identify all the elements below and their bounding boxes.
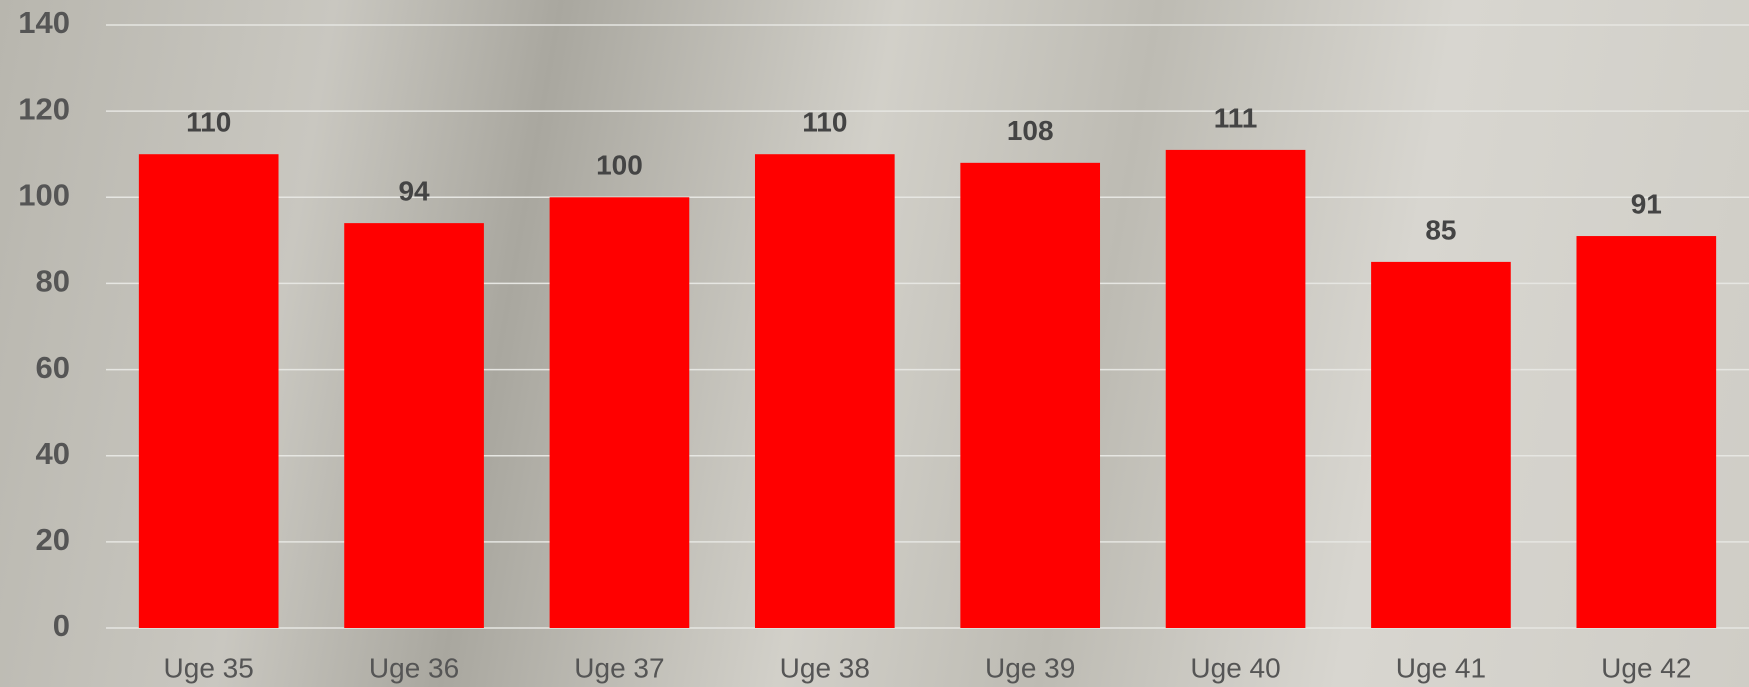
data-label: 111 (1214, 102, 1258, 133)
bar (1371, 262, 1511, 628)
data-label: 94 (398, 176, 430, 207)
y-tick-label: 60 (36, 350, 70, 385)
x-tick-label: Uge 37 (574, 652, 664, 683)
bar (550, 197, 690, 628)
data-label: 91 (1631, 188, 1662, 219)
y-tick-label: 20 (36, 522, 70, 557)
data-label: 85 (1425, 214, 1456, 245)
data-label: 100 (596, 150, 643, 181)
x-tick-label: Uge 39 (985, 652, 1075, 683)
y-tick-label: 0 (53, 608, 70, 643)
y-tick-label: 80 (36, 264, 70, 299)
chart: 0 20 40 60 80 100 120 140 110 Uge 35 94 Uge 36 100 Ug… (0, 0, 1749, 687)
bar (344, 223, 484, 628)
y-tick-label: 120 (18, 91, 70, 126)
bar (1166, 150, 1306, 628)
page: 0 20 40 60 80 100 120 140 110 Uge 35 94 Uge 36 100 Ug… (0, 0, 1749, 687)
x-tick-label: Uge 36 (369, 652, 459, 683)
y-tick-label: 40 (36, 436, 70, 471)
x-tick-label: Uge 41 (1396, 652, 1486, 683)
bar (960, 163, 1100, 628)
data-label: 110 (802, 107, 847, 138)
bar (139, 154, 279, 628)
y-tick-label: 100 (18, 177, 70, 212)
bar (755, 154, 895, 628)
x-tick-label: Uge 42 (1601, 652, 1691, 683)
x-tick-label: Uge 38 (780, 652, 870, 683)
x-tick-label: Uge 40 (1190, 652, 1280, 683)
bar (1576, 236, 1716, 628)
x-tick-label: Uge 35 (164, 652, 254, 683)
data-label: 108 (1007, 115, 1054, 146)
y-tick-label: 140 (18, 5, 70, 40)
data-label: 110 (186, 107, 231, 138)
